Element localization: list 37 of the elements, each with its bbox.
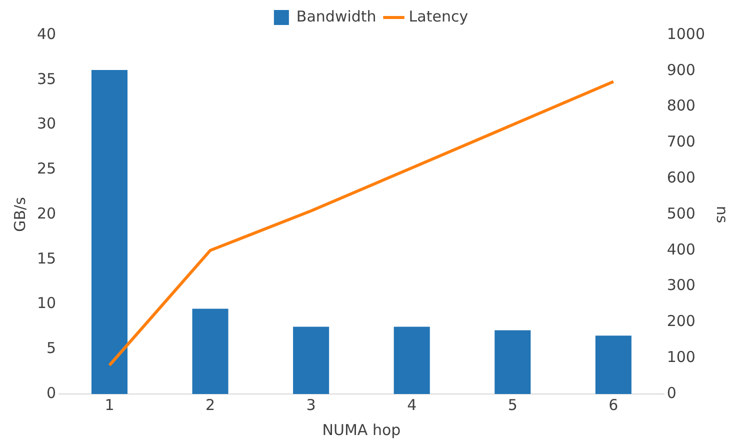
x-tick-label: 4: [407, 396, 417, 414]
legend-label: Bandwidth: [296, 7, 376, 26]
y2-tick-label: 900: [666, 60, 696, 79]
x-tick-label: 2: [206, 396, 216, 414]
y2-tick-label: 600: [666, 168, 696, 186]
y-tick-label: 25: [36, 160, 56, 178]
y2-axis-title: ns: [713, 206, 732, 224]
y-tick-label: 30: [36, 114, 56, 133]
bar: [293, 326, 330, 394]
y2-tick-label: 300: [666, 276, 696, 294]
y2-tick-label: 500: [666, 204, 696, 222]
legend-label: Latency: [408, 7, 468, 26]
y-tick-label: 0: [46, 384, 56, 402]
y2-tick-label: 200: [666, 312, 696, 330]
y-tick-label: 5: [46, 339, 56, 358]
y-tick-label: 10: [36, 294, 56, 312]
x-tick-label: 1: [104, 396, 114, 414]
y-tick-label: 15: [36, 249, 56, 268]
bar: [394, 326, 430, 394]
x-tick-label: 6: [608, 396, 618, 414]
x-tick-label: 3: [306, 396, 316, 414]
y-tick-label: 35: [36, 70, 56, 88]
y2-tick-label: 800: [666, 96, 696, 115]
y2-tick-label: 400: [666, 240, 696, 258]
y2-tick-label: 700: [666, 132, 696, 151]
y-tick-label: 40: [36, 24, 56, 43]
y-tick-label: 20: [36, 204, 56, 222]
y2-tick-label: 0: [666, 384, 676, 402]
x-axis-title: NUMA hop: [322, 420, 401, 439]
y2-tick-label: 100: [666, 348, 696, 366]
y2-tick-label: 1000: [666, 24, 706, 43]
x-tick-label: 5: [508, 396, 518, 414]
bar: [595, 336, 632, 394]
y-axis-title: GB/s: [10, 196, 29, 232]
bar: [192, 308, 228, 394]
bar: [494, 330, 531, 394]
bar: [91, 70, 128, 394]
